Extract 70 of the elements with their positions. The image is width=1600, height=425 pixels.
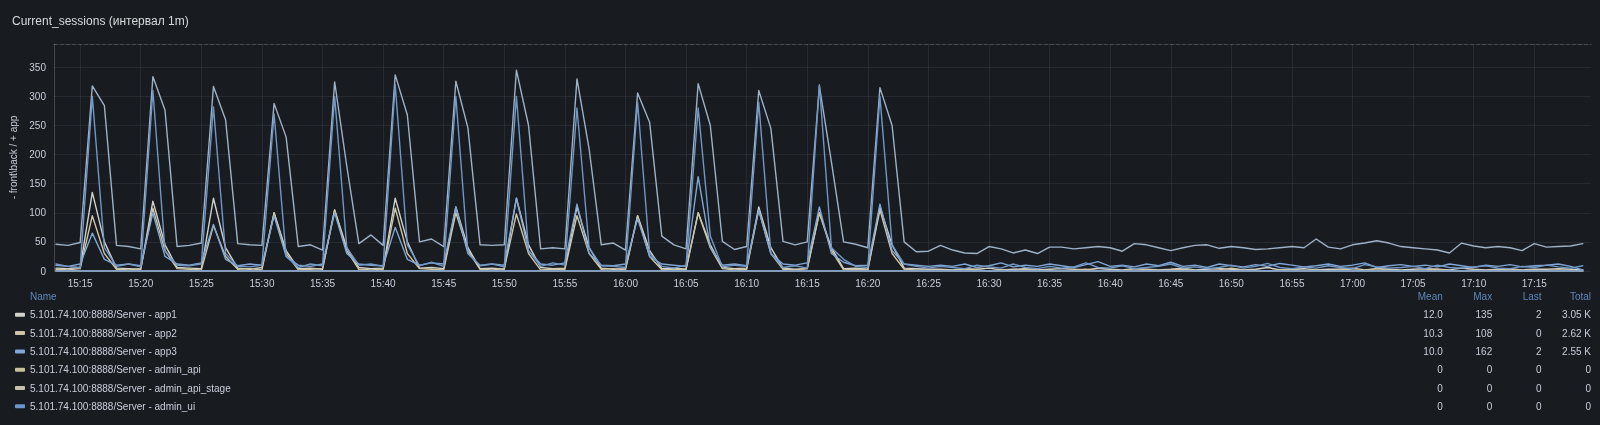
text: 0 [1437, 382, 1444, 394]
text: 108 [1475, 327, 1493, 339]
legend-label: 5.101.74.100:8888/Server - app3 [30, 345, 178, 357]
text: Mean [1417, 291, 1443, 302]
y-tick-label: 0 [40, 265, 47, 277]
text: Max [1473, 291, 1493, 302]
text: 0 [1536, 400, 1543, 412]
x-tick-label: 17:15 [1521, 277, 1548, 289]
x-tick-label: 16:00 [612, 277, 639, 289]
legend-label: 5.101.74.100:8888/Server - admin_ui [30, 400, 196, 412]
y-tick-label: 300 [29, 90, 47, 102]
x-tick-label: 15:25 [188, 277, 215, 289]
x-tick-label: 16:55 [1279, 277, 1305, 289]
text: 2 [1536, 345, 1543, 357]
x-tick-label: 15:55 [552, 277, 578, 289]
y-tick-label: 250 [29, 119, 47, 131]
y-tick-label: 100 [29, 207, 47, 219]
x-tick-label: 15:50 [491, 277, 518, 289]
text: 2.62 K [1562, 327, 1592, 339]
text: 0 [1486, 382, 1493, 394]
y-tick-label: 50 [34, 236, 47, 248]
text: 3.05 K [1562, 309, 1592, 321]
text: 2 [1536, 309, 1543, 321]
x-tick-label: 17:05 [1400, 277, 1427, 289]
legend-label: 5.101.74.100:8888/Server - app1 [30, 309, 178, 321]
x-tick-label: 17:00 [1340, 277, 1366, 289]
text: 0 [1536, 382, 1543, 394]
x-tick-label: 15:30 [249, 277, 275, 289]
y-axis-title: - front\back / + app [7, 115, 19, 200]
x-tick-label: 16:05 [673, 277, 699, 289]
text: 162 [1475, 345, 1493, 357]
text: 0 [1536, 327, 1543, 339]
text: 0 [1437, 400, 1444, 412]
y-tick-label: 150 [29, 178, 47, 190]
text: 2.55 K [1562, 345, 1592, 357]
y-tick-label: 200 [29, 149, 47, 161]
x-tick-label: 17:10 [1461, 277, 1487, 289]
x-tick-label: 15:45 [431, 277, 457, 289]
text: 0 [1486, 400, 1493, 412]
text: Last [1522, 291, 1542, 302]
x-tick-label: 16:15 [794, 277, 821, 289]
text: 12.0 [1423, 309, 1444, 321]
x-tick-label: 16:10 [734, 277, 760, 289]
text: 0 [1486, 364, 1493, 376]
x-tick-label: 16:45 [1158, 277, 1184, 289]
text: Total [1569, 291, 1591, 302]
x-tick-label: 15:15 [67, 277, 94, 289]
y-tick-label: 350 [29, 61, 47, 73]
legend-title: Name [30, 291, 58, 302]
legend-label: 5.101.74.100:8888/Server - admin_api_stage [30, 382, 232, 394]
x-tick-label: 16:20 [855, 277, 881, 289]
text: 10.3 [1423, 327, 1444, 339]
x-tick-label: 15:20 [128, 277, 154, 289]
x-tick-label: 16:40 [1097, 277, 1124, 289]
x-tick-label: 16:35 [1037, 277, 1063, 289]
text: 0 [1585, 364, 1592, 376]
legend-label: 5.101.74.100:8888/Server - admin_api [30, 364, 201, 376]
text: 0 [1437, 364, 1444, 376]
legend-label: 5.101.74.100:8888/Server - app2 [30, 327, 178, 339]
text: 0 [1585, 382, 1592, 394]
text: 135 [1475, 309, 1493, 321]
x-tick-label: 16:30 [976, 277, 1002, 289]
text: 10.0 [1423, 345, 1444, 357]
text: 0 [1585, 400, 1592, 412]
text: 0 [1536, 364, 1543, 376]
chart-title: Current_sessions (интервал 1m) [12, 14, 189, 28]
x-tick-label: 15:35 [309, 277, 336, 289]
x-tick-label: 15:40 [370, 277, 397, 289]
x-tick-label: 16:25 [915, 277, 942, 289]
x-tick-label: 16:50 [1218, 277, 1245, 289]
